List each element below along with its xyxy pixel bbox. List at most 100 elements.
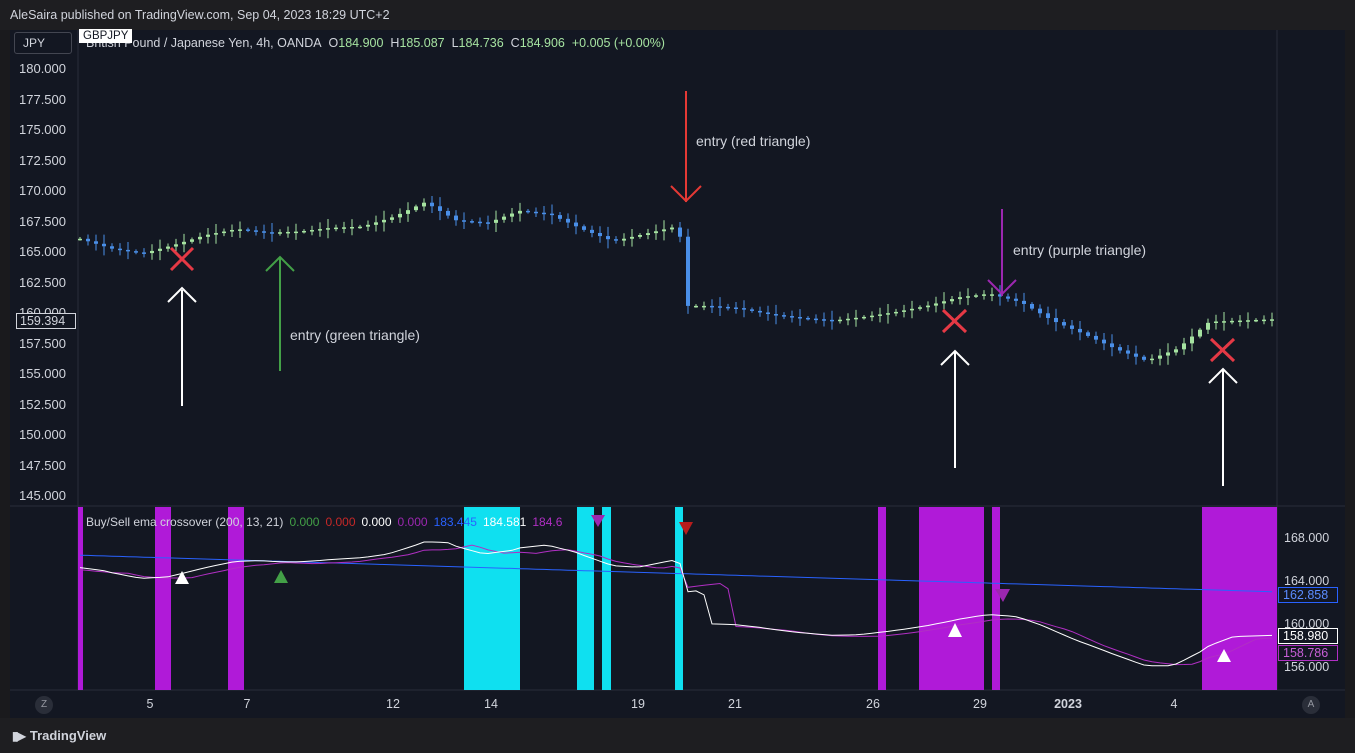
candle-body bbox=[310, 230, 314, 232]
candles bbox=[78, 195, 1274, 366]
candle-body bbox=[182, 241, 186, 245]
candle-body bbox=[774, 314, 778, 316]
candle-body bbox=[1118, 347, 1122, 351]
signal-band bbox=[1202, 507, 1277, 690]
candle-body bbox=[446, 210, 450, 216]
candle-body bbox=[998, 294, 1002, 297]
indicator-legend[interactable]: Buy/Sell ema crossover (200, 13, 21) 0.00… bbox=[86, 515, 563, 529]
price-axis-label: 175.000 bbox=[19, 122, 66, 137]
ema-fast-line bbox=[79, 541, 1273, 667]
candle-body bbox=[302, 230, 306, 233]
white-up-triangle-marker bbox=[1217, 649, 1231, 662]
signal-band bbox=[228, 507, 244, 690]
white-arrow-2 bbox=[940, 349, 970, 468]
signal-band bbox=[992, 507, 1000, 690]
candle-body bbox=[534, 211, 538, 214]
candle-body bbox=[734, 307, 738, 310]
bottom-bar bbox=[0, 718, 1355, 753]
candle-body bbox=[622, 238, 626, 241]
candle-body bbox=[830, 319, 834, 322]
candle-body bbox=[726, 306, 730, 309]
candle-body bbox=[430, 202, 434, 207]
candle-body bbox=[1206, 322, 1210, 330]
top-bar: AleSaira published on TradingView.com, S… bbox=[0, 0, 1355, 30]
signal-band bbox=[155, 507, 171, 690]
candle-body bbox=[110, 246, 114, 249]
green-arrow bbox=[265, 255, 295, 371]
time-axis-label: 21 bbox=[728, 697, 742, 711]
candle-body bbox=[974, 295, 978, 297]
red-arrow bbox=[670, 91, 702, 203]
candle-body bbox=[838, 319, 842, 322]
candle-body bbox=[150, 250, 154, 254]
candle-body bbox=[502, 216, 506, 220]
time-axis-label: 12 bbox=[386, 697, 400, 711]
candle-body bbox=[1174, 349, 1178, 353]
candle-body bbox=[286, 231, 290, 234]
currency-button[interactable]: JPY bbox=[14, 32, 72, 54]
candle-body bbox=[670, 227, 674, 230]
candle-body bbox=[486, 222, 490, 224]
price-axis-label: 167.500 bbox=[19, 213, 66, 229]
candle-body bbox=[990, 294, 994, 296]
price-axis-label: 172.500 bbox=[19, 152, 66, 168]
zoom-reset-button[interactable]: Z bbox=[35, 696, 53, 714]
candle-body bbox=[1126, 350, 1130, 354]
candle-body bbox=[438, 206, 442, 211]
candle-body bbox=[854, 317, 858, 320]
candle-body bbox=[1190, 336, 1194, 344]
candle-body bbox=[102, 243, 106, 247]
candle-body bbox=[950, 299, 954, 302]
candle-body bbox=[822, 319, 826, 321]
ema-slow-tag: 158.786 bbox=[1278, 645, 1338, 661]
candle-body bbox=[382, 219, 386, 223]
candle-body bbox=[646, 233, 650, 236]
time-axis-label: 4 bbox=[1170, 697, 1178, 711]
candle-body bbox=[1054, 317, 1058, 323]
symbol-badge[interactable]: GBPJPY bbox=[79, 29, 133, 43]
white-arrow-1 bbox=[167, 286, 197, 406]
annotation-red: entry (red triangle) bbox=[696, 133, 811, 149]
candle-body bbox=[958, 297, 962, 300]
purple-arrow bbox=[987, 209, 1017, 296]
candle-body bbox=[574, 222, 578, 227]
candle-body bbox=[566, 218, 570, 223]
red-x-mark bbox=[169, 246, 195, 272]
high-value: 185.087 bbox=[399, 36, 445, 50]
candle-body bbox=[246, 229, 250, 231]
candle-body bbox=[166, 246, 170, 249]
candle-body bbox=[174, 244, 178, 247]
candle-body bbox=[294, 231, 298, 234]
white-arrow-3 bbox=[1208, 367, 1238, 486]
candle-body bbox=[422, 202, 426, 207]
candle-body bbox=[1254, 319, 1258, 322]
time-axis-label: 7 bbox=[243, 697, 251, 711]
candle-body bbox=[198, 236, 202, 240]
candle-body bbox=[870, 315, 874, 318]
signal-band bbox=[602, 507, 611, 690]
candle-body bbox=[262, 231, 266, 233]
signal-band bbox=[78, 507, 83, 690]
ema-long-tag: 162.858 bbox=[1278, 587, 1338, 603]
candle-body bbox=[942, 301, 946, 304]
candle-body bbox=[1142, 356, 1146, 360]
time-axis-label: 19 bbox=[631, 697, 645, 711]
candle-body bbox=[462, 220, 466, 222]
candle-body bbox=[1222, 321, 1226, 323]
candle-body bbox=[134, 251, 138, 253]
signal-band bbox=[919, 507, 984, 690]
open-value: 184.900 bbox=[338, 36, 384, 50]
candle-body bbox=[782, 315, 786, 317]
candle-body bbox=[614, 239, 618, 241]
auto-scale-button[interactable]: A bbox=[1302, 696, 1320, 714]
candle-body bbox=[1030, 303, 1034, 309]
candle-body bbox=[230, 229, 234, 232]
candle-body bbox=[1150, 358, 1154, 361]
candle-body bbox=[934, 303, 938, 306]
price-axis-label: 145.000 bbox=[19, 488, 66, 503]
indicator-axis-label: 168.000 bbox=[1284, 531, 1330, 545]
brand-name: TradingView bbox=[29, 728, 107, 743]
tradingview-logo[interactable]: ▮▶ TradingView bbox=[12, 728, 106, 743]
ohlc-legend: British Pound / Japanese Yen, 4h, OANDA … bbox=[86, 36, 665, 50]
